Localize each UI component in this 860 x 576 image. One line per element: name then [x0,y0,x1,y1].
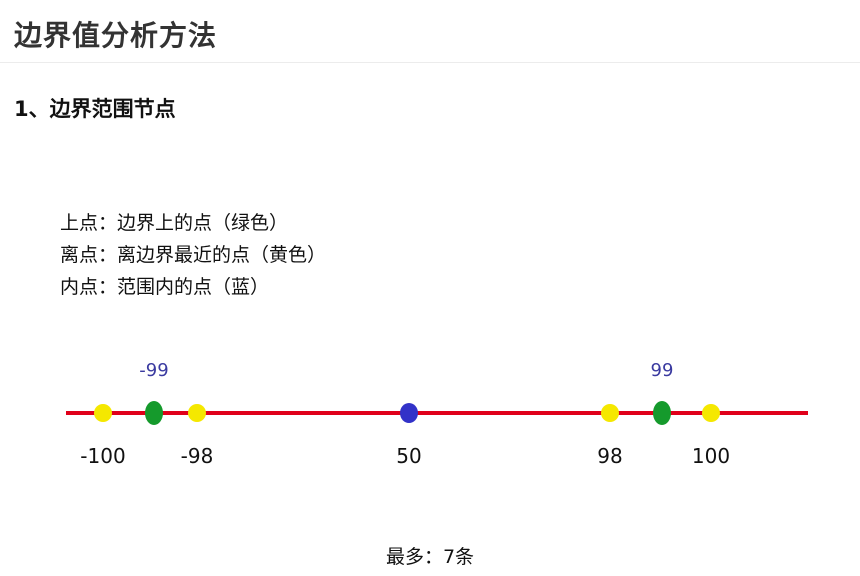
point-neg99 [145,401,163,425]
point-neg100 [94,404,112,422]
point-neg98 [188,404,206,422]
point-50 [400,403,418,423]
label-neg98: -98 [181,444,214,468]
point-98 [601,404,619,422]
label-neg100: -100 [80,444,125,468]
summary-text: 最多：7条 [385,546,475,568]
number-line-points [94,401,720,425]
label-neg99: -99 [139,360,168,381]
page-title: 边界值分析方法 [14,19,218,52]
point-99 [653,401,671,425]
label-98: 98 [597,444,622,468]
legend: 上点：边界上的点（绿色） 离点：离边界最近的点（黄色） 内点：范围内的点（蓝） [60,207,326,303]
label-50: 50 [396,444,421,468]
section-heading: 1、边界范围节点 [14,97,176,121]
label-100: 100 [692,444,730,468]
number-line-labels: -100 -99 -98 50 98 99 100 [80,360,730,468]
point-100 [702,404,720,422]
label-99: 99 [651,360,674,381]
legend-item-on-point: 上点：边界上的点（绿色） [60,212,289,234]
number-line-diagram: -100 -99 -98 50 98 99 100 [66,360,808,468]
legend-item-in-point: 内点：范围内的点（蓝） [60,276,270,298]
title-divider [0,62,860,63]
legend-item-off-point: 离点：离边界最近的点（黄色） [60,244,327,266]
